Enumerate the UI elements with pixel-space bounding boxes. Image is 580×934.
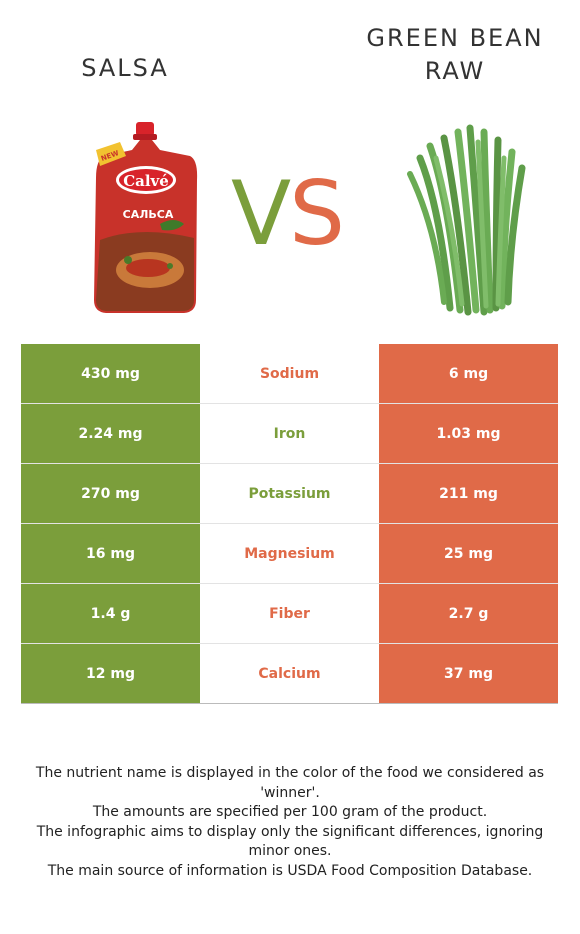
right-value: 211 mg (379, 463, 558, 524)
left-food-title: SALSA (30, 52, 220, 85)
right-food-name-line2: RAW (424, 57, 486, 85)
left-food-name: SALSA (81, 54, 169, 82)
footer-line-winner: The nutrient name is displayed in the co… (35, 765, 545, 801)
left-value: 12 mg (21, 643, 200, 704)
pouch-product: САЛЬСА (123, 208, 174, 221)
footer-line-aims: The infographic aims to display only the… (36, 823, 544, 860)
footer-notes: The nutrient name is displayed in the co… (20, 764, 560, 881)
nutrient-name: Sodium (200, 344, 379, 404)
right-food-title: GREEN BEAN RAW (365, 22, 545, 88)
pouch-brand: Calvé (123, 172, 169, 190)
table-row: 430 mg Sodium 6 mg (21, 344, 558, 404)
right-value: 1.03 mg (379, 403, 558, 464)
table-row: 12 mg Calcium 37 mg (21, 643, 558, 704)
nutrient-name: Potassium (200, 463, 379, 524)
right-value: 6 mg (379, 344, 558, 404)
right-value: 25 mg (379, 523, 558, 584)
nutrient-name: Calcium (200, 643, 379, 704)
versus-label: VS (222, 164, 352, 264)
left-value: 430 mg (21, 344, 200, 404)
versus-v: V (230, 162, 291, 265)
nutrient-name: Fiber (200, 583, 379, 644)
nutrient-name: Iron (200, 403, 379, 464)
table-row: 16 mg Magnesium 25 mg (21, 523, 558, 584)
left-value: 1.4 g (21, 583, 200, 644)
nutrient-name: Magnesium (200, 523, 379, 584)
table-row: 2.24 mg Iron 1.03 mg (21, 403, 558, 464)
footer-line-source: The main source of information is USDA F… (47, 862, 533, 879)
left-value: 16 mg (21, 523, 200, 584)
left-value: 2.24 mg (21, 403, 200, 464)
right-value: 37 mg (379, 643, 558, 704)
nutrient-comparison-table: 430 mg Sodium 6 mg 2.24 mg Iron 1.03 mg … (21, 344, 558, 704)
left-value: 270 mg (21, 463, 200, 524)
versus-s: S (289, 162, 345, 265)
table-row: 270 mg Potassium 211 mg (21, 463, 558, 524)
footer-line-amounts: The amounts are specified per 100 gram o… (92, 804, 488, 820)
green-beans-icon (407, 124, 526, 316)
right-value: 2.7 g (379, 583, 558, 644)
right-food-name-line1: GREEN BEAN (366, 24, 544, 52)
table-row: 1.4 g Fiber 2.7 g (21, 583, 558, 644)
salsa-pouch-icon: Calvé САЛЬСА NEW (94, 122, 198, 313)
